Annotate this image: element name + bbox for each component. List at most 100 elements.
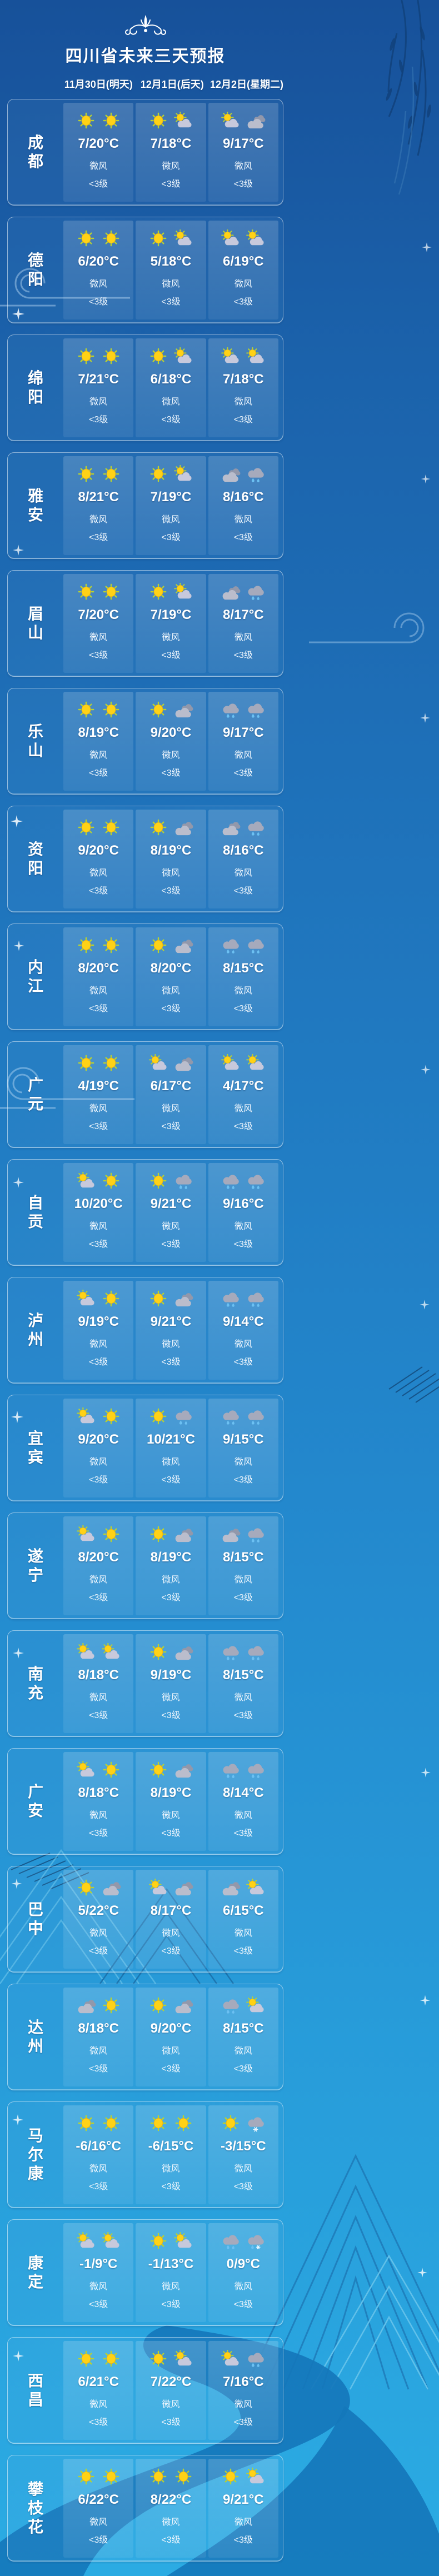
partly-icon xyxy=(76,1761,97,1779)
city-name-char: 枝 xyxy=(27,2499,43,2517)
forecast-cell: 7/20°C 微风 <3级 xyxy=(63,103,134,202)
sunny-icon xyxy=(101,112,122,129)
weather-icons xyxy=(63,936,133,955)
temperature-range: -6/15°C xyxy=(148,2139,194,2154)
temperature-range: 8/20°C xyxy=(78,961,119,976)
city-name-char: 尔 xyxy=(27,2145,43,2163)
city-forecast-card: 广元 4/19°C 微风 <3级 6/17°C 微风 <3级 4/17°C 微风… xyxy=(7,1041,283,1148)
city-forecast-card: 内江 8/20°C 微风 <3级 8/20°C 微风 <3级 8/15°C 微风… xyxy=(7,923,283,1030)
wind-direction: 微风 xyxy=(89,2164,108,2174)
forecast-cell: 8/16°C 微风 <3级 xyxy=(208,456,278,555)
wind-level: <3级 xyxy=(161,297,181,307)
temperature-range: 0/9°C xyxy=(226,2257,260,2272)
temperature-range: 6/20°C xyxy=(78,254,119,269)
city-name-char: 眉 xyxy=(27,605,43,622)
city-name-char: 花 xyxy=(27,2518,43,2536)
wind-direction: 微风 xyxy=(162,2164,180,2174)
weather-icons xyxy=(136,1761,206,1780)
partly-icon xyxy=(76,1525,97,1543)
wind-direction: 微风 xyxy=(234,2518,252,2527)
city-forecast-card: 达州 8/18°C 微风 <3级 9/20°C 微风 <3级 8/15°C 微风… xyxy=(7,1984,283,2090)
wind-level: <3级 xyxy=(89,2300,108,2309)
weather-icons xyxy=(136,1879,206,1898)
sunny-icon xyxy=(101,229,122,247)
rain-icon xyxy=(220,2232,241,2250)
wind-level: <3级 xyxy=(89,1240,108,1249)
sunny-icon xyxy=(101,2350,122,2368)
wind-level: <3级 xyxy=(89,1004,108,1014)
wind-direction: 微风 xyxy=(89,2282,108,2292)
weather-icons xyxy=(136,229,206,248)
forecast-cell: 9/19°C 微风 <3级 xyxy=(63,1281,134,1380)
forecast-cell: 8/15°C 微风 <3级 xyxy=(208,1634,278,1733)
forecast-cell: 8/22°C 微风 <3级 xyxy=(136,2459,206,2558)
wind-direction: 微风 xyxy=(89,868,108,878)
cloudy-icon xyxy=(101,1879,122,1896)
city-name: 绵阳 xyxy=(8,335,63,441)
wind-direction: 微风 xyxy=(234,1811,252,1820)
rain-icon xyxy=(245,1290,266,1307)
wind-level: <3级 xyxy=(233,2182,253,2191)
weather-icons xyxy=(136,1525,206,1544)
city-name-char: 西 xyxy=(27,2372,43,2389)
partly-icon xyxy=(101,1643,122,1661)
wind-level: <3级 xyxy=(233,2535,253,2545)
partly-icon xyxy=(76,1407,97,1425)
weather-icons xyxy=(63,347,133,366)
weather-icons xyxy=(208,2468,278,2487)
partly-icon xyxy=(173,465,194,483)
city-name-char: 州 xyxy=(27,1331,43,1348)
rain-icon xyxy=(220,1996,241,2014)
partly-icon xyxy=(173,347,194,365)
weather-icons xyxy=(63,2350,133,2369)
weather-icons xyxy=(63,1172,133,1191)
wind-level: <3级 xyxy=(161,2418,181,2427)
weather-icons xyxy=(136,583,206,602)
cloudy-icon xyxy=(173,1761,194,1779)
city-name-char: 内 xyxy=(27,958,43,976)
wind-level: <3级 xyxy=(233,2300,253,2309)
rain-icon xyxy=(245,1761,266,1779)
temperature-range: 9/17°C xyxy=(223,136,264,151)
city-name: 广元 xyxy=(8,1042,63,1147)
temperature-range: 10/20°C xyxy=(74,1196,123,1211)
sunny-icon xyxy=(148,936,169,954)
sunny-icon xyxy=(101,1290,122,1307)
wind-level: <3级 xyxy=(89,1711,108,1720)
wind-direction: 微风 xyxy=(162,1340,180,1349)
sunny-icon xyxy=(148,701,169,718)
city-forecast-card: 自贡 10/20°C 微风 <3级 9/21°C 微风 <3级 9/16°C 微… xyxy=(7,1159,283,1266)
wind-direction: 微风 xyxy=(234,2282,252,2292)
wind-level: <3级 xyxy=(161,768,181,778)
sunny-icon xyxy=(76,1054,97,1072)
rain-icon xyxy=(220,1172,241,1190)
wind-level: <3级 xyxy=(161,1122,181,1131)
sunny-icon xyxy=(173,2114,194,2132)
sunny-icon xyxy=(101,701,122,718)
wind-direction: 微风 xyxy=(162,1575,180,1585)
rain-icon xyxy=(245,465,266,483)
city-forecast-card: 资阳 9/20°C 微风 <3级 8/19°C 微风 <3级 8/16°C 微风… xyxy=(7,806,283,912)
sunny-icon xyxy=(148,229,169,247)
rain-icon xyxy=(173,1407,194,1425)
city-name-char: 安 xyxy=(27,506,43,523)
wind-direction: 微风 xyxy=(162,751,180,760)
rain-icon xyxy=(245,583,266,601)
partly-icon xyxy=(76,1172,97,1190)
forecast-cell: 9/19°C 微风 <3级 xyxy=(136,1634,206,1733)
temperature-range: -1/9°C xyxy=(79,2257,118,2272)
forecast-cell: 6/20°C 微风 <3级 xyxy=(63,221,134,319)
city-forecast-card: 攀枝花 6/22°C 微风 <3级 8/22°C 微风 <3级 9/21°C 微… xyxy=(7,2455,283,2562)
wind-level: <3级 xyxy=(89,2182,108,2191)
city-forecast-card: 绵阳 7/21°C 微风 <3级 6/18°C 微风 <3级 7/18°C 微风… xyxy=(7,335,283,441)
wind-level: <3级 xyxy=(233,533,253,542)
forecast-cell: 4/19°C 微风 <3级 xyxy=(63,1045,134,1144)
temperature-range: 9/20°C xyxy=(150,2021,192,2036)
city-forecast-card: 德阳 6/20°C 微风 <3级 5/18°C 微风 <3级 6/19°C 微风… xyxy=(7,217,283,323)
city-name: 眉山 xyxy=(8,571,63,676)
temperature-range: 7/20°C xyxy=(78,136,119,151)
wind-level: <3级 xyxy=(161,1240,181,1249)
wind-level: <3级 xyxy=(161,1829,181,1838)
forecast-cell: 9/20°C 微风 <3级 xyxy=(136,692,206,791)
temperature-range: 8/20°C xyxy=(78,1550,119,1565)
